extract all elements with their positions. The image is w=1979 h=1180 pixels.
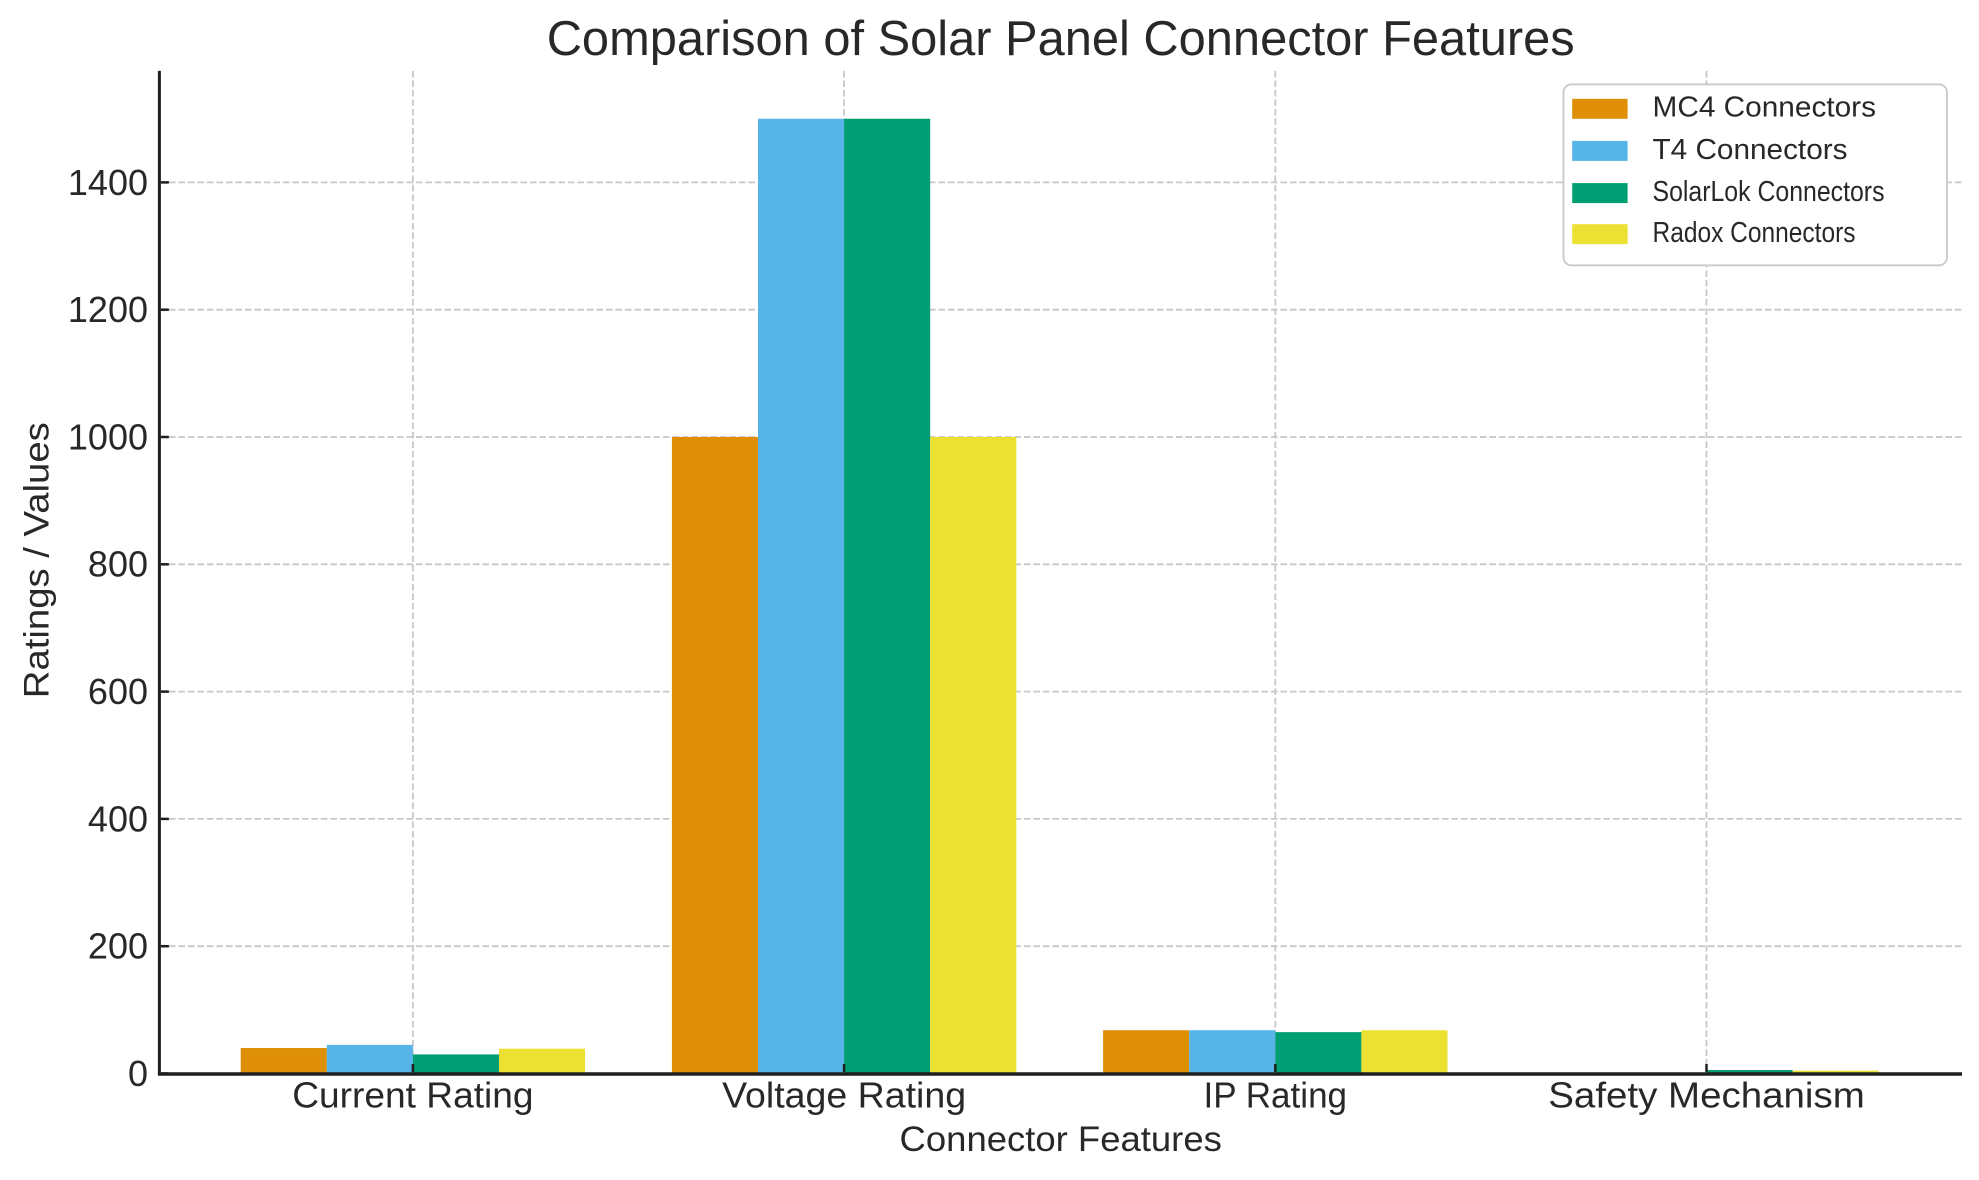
svg-text:IP Rating: IP Rating xyxy=(1204,1075,1348,1116)
svg-text:Voltage Rating: Voltage Rating xyxy=(722,1075,966,1116)
svg-text:600: 600 xyxy=(88,671,148,712)
svg-text:1400: 1400 xyxy=(68,162,148,203)
svg-text:Comparison of Solar Panel Conn: Comparison of Solar Panel Connector Feat… xyxy=(547,12,1575,66)
svg-text:Safety Mechanism: Safety Mechanism xyxy=(1548,1075,1865,1116)
svg-text:800: 800 xyxy=(88,544,148,585)
svg-text:Ratings / Values: Ratings / Values xyxy=(18,422,57,698)
svg-text:T4 Connectors: T4 Connectors xyxy=(1653,134,1848,166)
svg-text:Connector Features: Connector Features xyxy=(900,1120,1222,1159)
svg-text:400: 400 xyxy=(88,798,148,839)
svg-text:1200: 1200 xyxy=(68,289,148,330)
svg-text:0: 0 xyxy=(128,1053,148,1094)
svg-text:200: 200 xyxy=(88,926,148,967)
svg-text:SolarLok Connectors: SolarLok Connectors xyxy=(1653,176,1885,208)
svg-text:MC4 Connectors: MC4 Connectors xyxy=(1653,92,1877,124)
svg-text:Radox Connectors: Radox Connectors xyxy=(1653,217,1856,249)
svg-text:Current Rating: Current Rating xyxy=(292,1075,533,1116)
svg-text:1000: 1000 xyxy=(68,416,148,457)
